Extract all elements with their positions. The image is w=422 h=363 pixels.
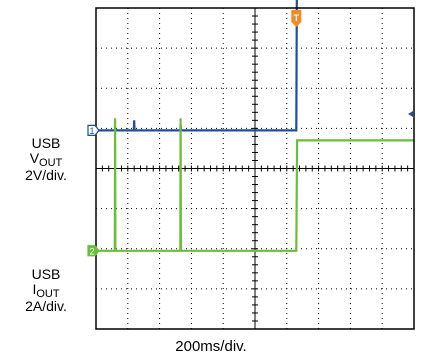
channel-markers: 1 2 T (87, 10, 413, 257)
plot-traces (96, 0, 414, 252)
marker-shape (87, 245, 100, 257)
trace-2 (96, 118, 414, 252)
ch2-label-main: USB (31, 266, 61, 282)
trigger-shape (291, 10, 302, 27)
trigger-marker: T (291, 10, 302, 27)
trigger-level-icon (408, 111, 413, 117)
trigger-text: T (294, 13, 300, 23)
plot-grid (95, 7, 415, 330)
ch1-label-main: USB (31, 135, 61, 151)
ch2-scale: 2A/div. (25, 298, 67, 314)
plot-frame (95, 7, 415, 330)
marker-text: 2 (89, 246, 94, 256)
ch2-label-quantity: IOUT (32, 281, 60, 301)
marker-text: 1 (89, 126, 94, 136)
ch1-label-quantity: VOUT (29, 150, 63, 170)
ch1-scale: 2V/div. (25, 167, 67, 183)
ch2-label: USB IOUT 2A/div. (0, 267, 92, 314)
marker-shape (87, 124, 100, 136)
ch1-label: USB VOUT 2V/div. (0, 136, 92, 183)
x-axis-label: 200ms/div. (175, 338, 247, 355)
channel-1-marker: 1 (87, 124, 100, 136)
channel-2-marker: 2 (87, 245, 100, 257)
